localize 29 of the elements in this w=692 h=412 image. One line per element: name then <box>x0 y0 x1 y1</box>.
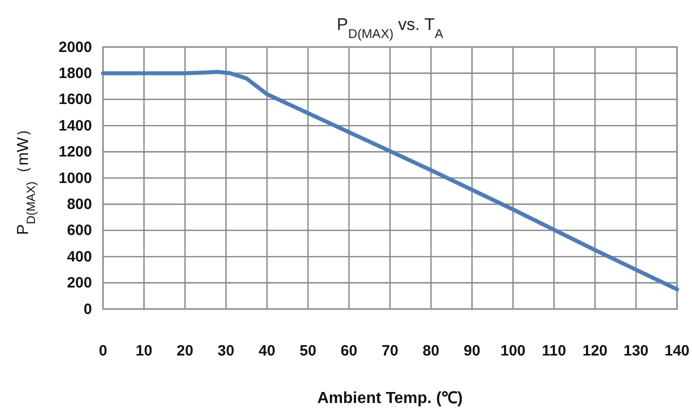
x-tick-label: 120 <box>582 342 608 360</box>
y-tick-label: 1200 <box>58 144 92 161</box>
x-tick-label: 20 <box>176 342 194 360</box>
x-tick-label: 90 <box>464 342 480 360</box>
x-tick-label: 80 <box>422 342 440 360</box>
y-tick-label: 400 <box>66 248 92 266</box>
y-tick-label: 1400 <box>58 117 92 134</box>
y-tick-label: 1800 <box>58 65 92 82</box>
x-tick-label: 100 <box>500 342 526 360</box>
x-axis-title: Ambient Temp. (℃) <box>317 390 463 407</box>
y-tick-label: 1600 <box>58 91 92 108</box>
y-tick-label: 200 <box>66 274 92 292</box>
line-series <box>101 70 679 292</box>
y-tick-label: 600 <box>66 222 92 240</box>
x-tick-label: 10 <box>136 342 152 360</box>
y-tick-label: 2000 <box>58 38 92 56</box>
x-tick-label: 70 <box>382 342 398 360</box>
x-tick-label: 110 <box>542 342 566 360</box>
x-tick-label: 130 <box>623 342 649 360</box>
x-tick-label: 40 <box>258 342 276 360</box>
x-tick-label: 30 <box>218 342 234 360</box>
x-tick-label: 50 <box>300 342 316 360</box>
y-tick-label: 800 <box>66 196 92 213</box>
x-tick-label: 60 <box>340 342 358 360</box>
y-tick-label: 1000 <box>58 170 92 187</box>
x-tick-label: 0 <box>98 342 108 360</box>
chart-title: P$_{D(MAX)}$ vs. T$_{A}$ <box>336 15 444 40</box>
y-tick-label: 0 <box>84 300 92 318</box>
x-tick-label: 140 <box>664 342 690 360</box>
